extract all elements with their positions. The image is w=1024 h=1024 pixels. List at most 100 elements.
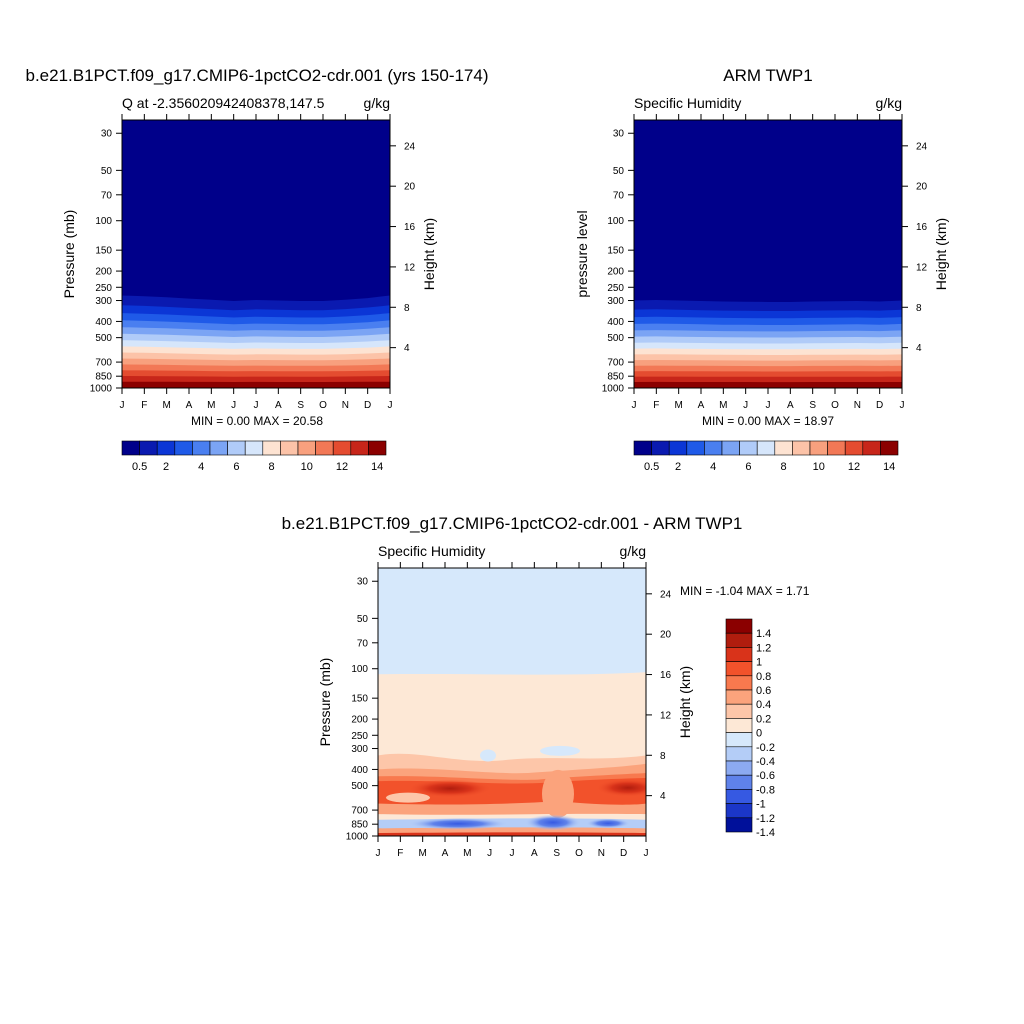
y-tick-label: 70 — [357, 638, 369, 649]
colorbar-swatch — [209, 440, 228, 456]
colorbar-label: -0.6 — [756, 770, 775, 782]
x-tick-label: J — [766, 400, 771, 411]
panel-title: ARM TWP1 — [723, 66, 812, 85]
colorbar-swatch — [725, 803, 753, 819]
colorbar-label: 6 — [233, 461, 239, 473]
colorbar-label: 8 — [781, 461, 787, 473]
height-tick-label: 16 — [404, 222, 416, 233]
x-tick-label: M — [418, 848, 426, 859]
colorbar-swatch — [704, 440, 723, 456]
height-tick-label: 12 — [916, 262, 928, 273]
panel-subtitle-left: Q at -2.356020942408378,147.5 — [122, 95, 325, 111]
colorbar-label: -1.2 — [756, 813, 775, 825]
colorbar-swatch — [368, 440, 387, 456]
colorbar-swatch — [756, 440, 776, 456]
colorbar-swatch — [792, 440, 811, 456]
height-tick-label: 20 — [916, 182, 928, 193]
colorbar-label: 14 — [883, 461, 895, 473]
colorbar-label: 0.2 — [756, 713, 771, 725]
height-tick-label: 20 — [660, 630, 672, 641]
y-tick-label: 300 — [607, 296, 624, 307]
x-tick-label: A — [186, 400, 193, 411]
colorbar-swatch — [725, 632, 753, 648]
colorbar-swatch — [725, 789, 753, 804]
x-tick-label: M — [207, 400, 215, 411]
y-tick-label: 400 — [95, 317, 112, 328]
colorbar-label: 1.2 — [756, 642, 771, 654]
x-tick-label: O — [319, 400, 327, 411]
colorbar-swatch — [844, 440, 864, 456]
y-tick-label: 700 — [95, 358, 112, 369]
x-tick-label: F — [653, 400, 659, 411]
colorbar-label: -0.4 — [756, 756, 775, 768]
y-tick-label: 500 — [95, 333, 112, 344]
min-max-stats: MIN = 0.00 MAX = 18.97 — [702, 414, 834, 428]
contour-patch — [386, 792, 430, 803]
humidity-field — [634, 120, 902, 388]
colorbar-swatch — [297, 440, 316, 456]
height-tick-label: 16 — [916, 222, 928, 233]
colorbar-label: 10 — [301, 461, 313, 473]
panel-difference: b.e21.B1PCT.f09_g17.CMIP6-1pctCO2-cdr.00… — [282, 514, 810, 859]
height-tick-label: 24 — [404, 141, 416, 152]
y-tick-label: 50 — [613, 166, 625, 177]
colorbar-label: 2 — [163, 461, 169, 473]
colorbar-swatch — [262, 440, 281, 456]
panel-subtitle-right: g/kg — [364, 95, 390, 111]
x-tick-label: M — [719, 400, 727, 411]
x-tick-label: F — [397, 848, 403, 859]
x-tick-label: J — [231, 400, 236, 411]
x-tick-label: J — [376, 848, 381, 859]
y-axis-right-label: Height (km) — [421, 218, 437, 290]
colorbar-swatch — [139, 440, 158, 456]
colorbar-label: 1 — [756, 657, 762, 669]
height-tick-label: 12 — [660, 710, 672, 721]
colorbar-label: 4 — [710, 461, 716, 473]
colorbar-swatch — [156, 440, 176, 456]
colorbar-label: 0.8 — [756, 671, 771, 683]
y-tick-label: 70 — [101, 190, 113, 201]
panel-observations: ARM TWP1 Specific Humidity g/kg J F M A M J J A… — [574, 66, 949, 473]
colorbar-label: -0.2 — [756, 742, 775, 754]
y-tick-label: 150 — [607, 246, 624, 257]
y-tick-label: 400 — [351, 765, 368, 776]
colorbar-swatch — [880, 440, 899, 456]
panel-title: b.e21.B1PCT.f09_g17.CMIP6-1pctCO2-cdr.00… — [282, 514, 743, 533]
x-tick-label: M — [674, 400, 682, 411]
colorbar-swatch — [686, 440, 705, 456]
axis-ticks: J F M A M J J A S O N D J 30 50 70 100 150 200 250 300 400 500… — [90, 114, 416, 411]
x-tick-label: M — [463, 848, 471, 859]
height-tick-label: 16 — [660, 670, 672, 681]
colorbar-label: 0.5 — [132, 461, 147, 473]
y-tick-label: 500 — [351, 781, 368, 792]
height-tick-label: 4 — [916, 343, 922, 354]
axis-ticks: J F M A M J J A S O N D J 30 50 70 100 150 200 250 300 400 500… — [346, 562, 672, 859]
height-tick-label: 8 — [916, 303, 922, 314]
y-tick-label: 700 — [351, 806, 368, 817]
x-tick-label: S — [297, 400, 304, 411]
min-max-stats: MIN = 0.00 MAX = 20.58 — [191, 414, 323, 428]
colorbar-swatch — [725, 718, 753, 733]
colorbar-swatch — [350, 440, 369, 456]
y-tick-label: 200 — [351, 715, 368, 726]
x-tick-label: J — [632, 400, 637, 411]
panel-model: b.e21.B1PCT.f09_g17.CMIP6-1pctCO2-cdr.00… — [25, 66, 488, 473]
colorbar-label: 1.4 — [756, 628, 771, 640]
x-tick-label: J — [120, 400, 125, 411]
y-tick-label: 1000 — [346, 832, 369, 843]
colorbar-label: -1 — [756, 799, 766, 811]
colorbar-swatch — [280, 440, 299, 456]
colorbar-swatch — [809, 440, 828, 456]
panel-subtitle-right: g/kg — [876, 95, 902, 111]
colorbar-swatch — [725, 732, 753, 748]
x-tick-label: A — [698, 400, 705, 411]
y-tick-label: 150 — [95, 246, 112, 257]
colorbar-label: -1.4 — [756, 827, 775, 839]
minimum-core — [525, 814, 581, 831]
colorbar-swatch — [725, 774, 753, 790]
colorbar-label: 0.4 — [756, 699, 771, 711]
contour-band — [122, 381, 390, 388]
y-tick-label: 150 — [351, 694, 368, 705]
colorbar-swatch — [651, 440, 670, 456]
x-tick-label: S — [809, 400, 816, 411]
